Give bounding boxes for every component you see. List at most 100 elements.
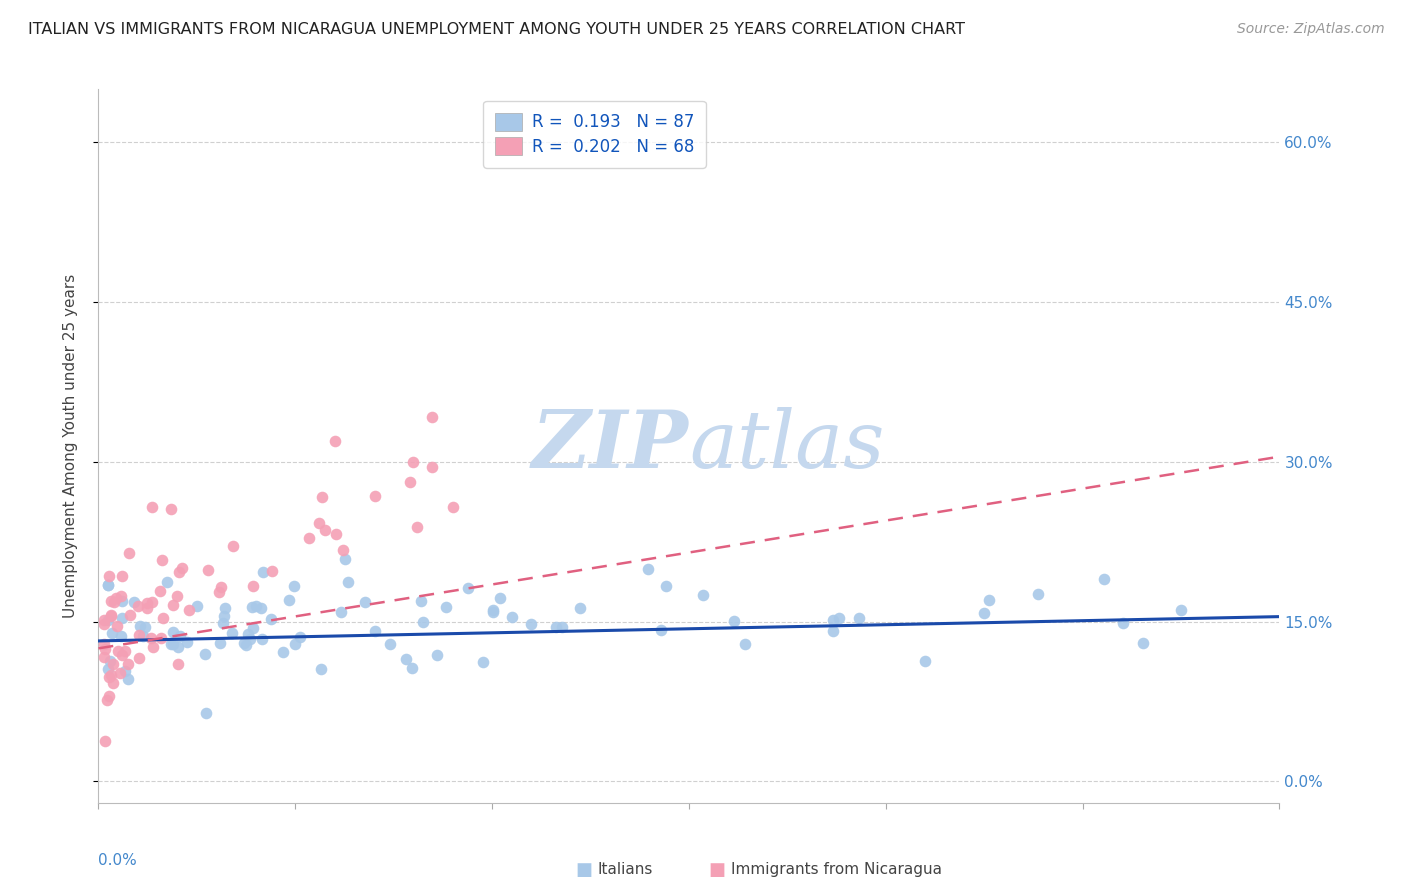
Point bbox=[162, 637, 184, 651]
Point bbox=[501, 610, 523, 624]
Point bbox=[160, 638, 183, 652]
Point bbox=[177, 603, 200, 617]
Point bbox=[214, 601, 236, 615]
Point bbox=[98, 654, 121, 668]
Point bbox=[1092, 572, 1115, 586]
Text: Source: ZipAtlas.com: Source: ZipAtlas.com bbox=[1237, 22, 1385, 37]
Point bbox=[101, 676, 124, 690]
Point bbox=[141, 595, 163, 609]
Point bbox=[100, 668, 122, 682]
Point bbox=[420, 460, 443, 475]
Point bbox=[250, 601, 273, 615]
Point bbox=[118, 546, 141, 560]
Point bbox=[235, 638, 257, 652]
Text: ■: ■ bbox=[709, 861, 725, 879]
Point bbox=[828, 611, 851, 625]
Point bbox=[262, 564, 284, 578]
Point bbox=[93, 617, 115, 632]
Point bbox=[111, 648, 134, 662]
Point bbox=[209, 580, 232, 594]
Point bbox=[298, 532, 321, 546]
Point bbox=[98, 568, 121, 582]
Point bbox=[93, 613, 115, 627]
Text: ITALIAN VS IMMIGRANTS FROM NICARAGUA UNEMPLOYMENT AMONG YOUTH UNDER 25 YEARS COR: ITALIAN VS IMMIGRANTS FROM NICARAGUA UNE… bbox=[28, 22, 965, 37]
Point bbox=[93, 649, 115, 664]
Point bbox=[135, 601, 157, 615]
Point bbox=[167, 640, 190, 654]
Point bbox=[398, 475, 420, 489]
Point bbox=[96, 693, 118, 707]
Point bbox=[150, 552, 173, 566]
Point bbox=[364, 624, 387, 638]
Point bbox=[323, 434, 346, 448]
Point bbox=[252, 565, 274, 579]
Point bbox=[426, 648, 449, 662]
Point bbox=[406, 520, 429, 534]
Point bbox=[101, 657, 124, 671]
Point bbox=[156, 574, 179, 589]
Point bbox=[108, 666, 131, 681]
Point bbox=[336, 574, 359, 589]
Point bbox=[100, 609, 122, 624]
Point bbox=[122, 595, 145, 609]
Point bbox=[212, 615, 235, 630]
Point bbox=[197, 563, 219, 577]
Point bbox=[149, 583, 172, 598]
Point bbox=[308, 516, 330, 531]
Point bbox=[734, 636, 756, 650]
Point bbox=[111, 569, 134, 583]
Point bbox=[977, 592, 1000, 607]
Point bbox=[135, 595, 157, 609]
Point bbox=[221, 626, 243, 640]
Point bbox=[1170, 603, 1192, 617]
Text: ZIP: ZIP bbox=[531, 408, 689, 484]
Point bbox=[364, 489, 387, 503]
Point bbox=[692, 588, 714, 602]
Point bbox=[239, 632, 262, 647]
Point bbox=[127, 599, 149, 614]
Point bbox=[93, 642, 115, 657]
Point bbox=[110, 589, 132, 603]
Text: Immigrants from Nicaragua: Immigrants from Nicaragua bbox=[731, 863, 942, 877]
Point bbox=[152, 611, 174, 625]
Point bbox=[436, 599, 458, 614]
Point bbox=[284, 637, 307, 651]
Point bbox=[823, 624, 845, 638]
Point bbox=[551, 620, 574, 634]
Point bbox=[240, 600, 263, 615]
Point bbox=[271, 645, 294, 659]
Point bbox=[128, 650, 150, 665]
Point bbox=[520, 616, 543, 631]
Point bbox=[176, 634, 198, 648]
Point bbox=[723, 615, 745, 629]
Point bbox=[250, 632, 273, 646]
Point bbox=[335, 552, 357, 566]
Point bbox=[314, 523, 336, 537]
Point bbox=[118, 607, 141, 622]
Point bbox=[655, 579, 678, 593]
Point bbox=[914, 654, 936, 668]
Point bbox=[150, 631, 173, 645]
Point bbox=[117, 672, 139, 686]
Point bbox=[353, 595, 375, 609]
Text: Italians: Italians bbox=[598, 863, 652, 877]
Point bbox=[457, 581, 479, 595]
Point bbox=[114, 665, 136, 679]
Point bbox=[141, 632, 163, 646]
Text: atlas: atlas bbox=[689, 408, 884, 484]
Point bbox=[100, 594, 122, 608]
Point bbox=[93, 637, 115, 651]
Point bbox=[1132, 636, 1154, 650]
Point bbox=[97, 613, 120, 627]
Point bbox=[823, 613, 845, 627]
Point bbox=[167, 565, 190, 579]
Point bbox=[208, 636, 231, 650]
Point bbox=[166, 657, 188, 671]
Point bbox=[637, 561, 659, 575]
Point bbox=[488, 591, 510, 605]
Point bbox=[105, 618, 128, 632]
Point bbox=[288, 630, 311, 644]
Point bbox=[222, 540, 245, 554]
Point bbox=[142, 640, 165, 655]
Point bbox=[973, 606, 995, 620]
